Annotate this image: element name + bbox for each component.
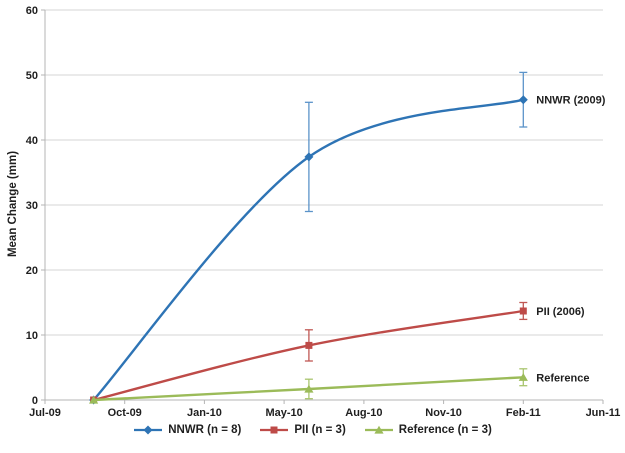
marker-diamond-nnwr-n-8	[304, 152, 314, 162]
legend-item-reference-n-3: Reference (n = 3)	[364, 424, 492, 436]
x-tick-label-may-10: May-10	[265, 407, 302, 419]
y-tick-label-10: 10	[26, 330, 38, 342]
legend-label-reference-n-3: Reference (n = 3)	[398, 424, 492, 436]
y-tick-label-60: 60	[26, 5, 38, 17]
x-tick-label-jun-11: Jun-11	[586, 407, 621, 419]
series-reference-n-3: Reference	[89, 368, 590, 404]
x-tick-label-oct-09: Oct-09	[108, 407, 142, 419]
series-pii-n-3: PII (2006)	[90, 301, 585, 404]
legend-item-nnwr-n-8: NNWR (n = 8)	[133, 424, 241, 436]
legend-label-nnwr-n-8: NNWR (n = 8)	[168, 424, 242, 436]
series-end-label-reference-n-3: Reference	[536, 372, 589, 384]
y-tick-label-20: 20	[26, 265, 38, 277]
legend: NNWR (n = 8) PII (n = 3) Reference (n = 3)	[0, 424, 625, 436]
legend-glyph-pii-n-3	[270, 426, 278, 434]
x-tick-label-feb-11: Feb-11	[506, 407, 541, 419]
x-tick-label-nov-10: Nov-10	[425, 407, 462, 419]
series-nnwr-n-8: NNWR (2009)	[89, 71, 606, 405]
marker-square-pii-n-3	[519, 307, 527, 315]
legend-glyph-nnwr-n-8	[143, 425, 153, 435]
y-tick-label-50: 50	[26, 70, 38, 82]
legend-glyph-reference-n-3	[374, 425, 384, 434]
y-tick-label-40: 40	[26, 135, 38, 147]
legend-item-pii-n-3: PII (n = 3)	[259, 424, 346, 436]
series-line-nnwr-n-8	[92, 98, 525, 402]
legend-marker-diamond-icon	[134, 425, 163, 435]
marker-triangle-reference-n-3	[89, 395, 99, 404]
x-tick-label-aug-10: Aug-10	[345, 407, 382, 419]
x-tick-label-jan-10: Jan-10	[187, 407, 222, 419]
legend-label-pii-n-3: PII (n = 3)	[294, 424, 346, 436]
marker-diamond-nnwr-n-8	[518, 95, 528, 105]
y-tick-label-30: 30	[26, 200, 38, 212]
marker-triangle-reference-n-3	[304, 384, 314, 393]
y-tick-label-0: 0	[32, 395, 38, 407]
x-tick-label-jul-09: Jul-09	[29, 407, 61, 419]
series-end-label-nnwr-n-8: NNWR (2009)	[536, 95, 605, 107]
legend-marker-square-icon	[260, 426, 289, 434]
series-end-label-pii-n-3: PII (2006)	[536, 306, 585, 318]
marker-triangle-reference-n-3	[518, 373, 528, 381]
legend-marker-triangle-icon	[364, 425, 393, 434]
marker-square-pii-n-3	[305, 341, 313, 349]
